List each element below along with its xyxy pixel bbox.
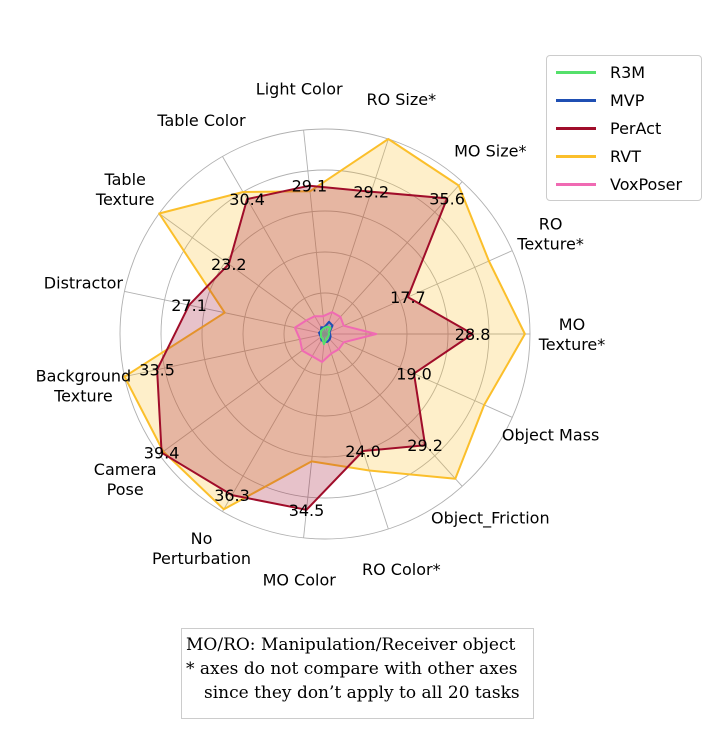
- axis-label-background-texture: Background Texture: [36, 366, 131, 405]
- footnote-line-2: * axes do not compare with other axes: [186, 659, 518, 679]
- value-label-14: 29.2: [407, 436, 443, 455]
- grid-spoke-6: [222, 156, 326, 335]
- value-label-7: 23.2: [211, 255, 247, 274]
- grid-spoke-4: [324, 138, 389, 335]
- value-label-3: 35.6: [429, 189, 465, 208]
- value-label-1: 28.8: [455, 325, 491, 344]
- axis-label-mo-size: MO Size*: [454, 141, 526, 160]
- grid-spoke-3: [324, 181, 463, 335]
- legend-swatch-voxposer: [556, 182, 596, 186]
- legend-swatch-mvp: [556, 98, 596, 102]
- legend-swatch-r3m: [556, 70, 596, 74]
- axis-label-object-mass: Object Mass: [502, 426, 599, 445]
- axis-label-mo-texture: MO Texture*: [538, 315, 606, 354]
- axis-label-table-texture: Table Texture: [95, 170, 155, 209]
- grid-spoke-11: [222, 333, 326, 512]
- grid-spoke-10: [158, 333, 326, 455]
- radar-series: [123, 138, 526, 511]
- series-voxposer-polygon: [293, 311, 378, 363]
- value-label-15: 19.0: [396, 365, 432, 384]
- value-label-11: 36.3: [214, 486, 250, 505]
- axis-label-distractor: Distractor: [44, 274, 124, 293]
- legend-label-peract: PerAct: [610, 118, 662, 138]
- grid-spoke-7: [158, 213, 326, 335]
- legend-item-rvt: RVT: [547, 142, 701, 170]
- legend-item-peract: PerAct: [547, 114, 701, 142]
- value-label-9: 33.5: [139, 361, 175, 380]
- axis-label-table-color: Table Color: [156, 111, 246, 130]
- axis-label-mo-color: MO Color: [263, 571, 337, 590]
- legend-swatch-peract: [556, 126, 596, 130]
- legend-swatch-rvt: [556, 154, 596, 158]
- legend-label-r3m: R3M: [610, 62, 646, 82]
- radar-axis-labels: MO Texture* RO Texture* MO Size* RO Size* Ligh…: [36, 79, 606, 589]
- radar-value-labels: 28.8 17.7 35.6 29.2 29.1 30.4 23.2 27.1 33.5 39.4…: [139, 177, 490, 520]
- grid-spoke-2: [324, 250, 513, 335]
- value-label-12: 34.5: [289, 501, 325, 520]
- legend-label-mvp: MVP: [610, 90, 645, 110]
- legend-item-mvp: MVP: [547, 86, 701, 114]
- legend-label-voxposer: VoxPoser: [610, 174, 683, 194]
- value-label-2: 17.7: [390, 288, 426, 307]
- value-label-6: 30.4: [229, 190, 265, 209]
- chart-footnote: MO/RO: Manipulation/Receiver object * ax…: [181, 628, 534, 719]
- value-label-10: 39.4: [144, 444, 180, 463]
- series-r3m-polygon: [319, 325, 332, 346]
- grid-spoke-5: [303, 130, 326, 335]
- grid-spoke-13: [324, 333, 389, 530]
- axis-label-light-color: Light Color: [256, 79, 343, 98]
- legend-label-rvt: RVT: [610, 146, 641, 166]
- footnote-line-3: since they don’t apply to all 20 tasks: [204, 683, 520, 703]
- axis-label-no-perturbation: No Perturbation: [152, 529, 251, 568]
- axis-label-ro-texture: RO Texture*: [516, 215, 584, 254]
- grid-spoke-14: [324, 333, 463, 487]
- axis-label-camera-pose: Camera Pose: [94, 460, 157, 499]
- series-rvt-polygon: [123, 138, 526, 511]
- legend-item-voxposer: VoxPoser: [547, 170, 701, 198]
- grid-spoke-15: [324, 333, 513, 418]
- value-label-5: 29.1: [292, 177, 328, 196]
- legend-item-r3m: R3M: [547, 58, 701, 86]
- value-label-4: 29.2: [353, 183, 389, 202]
- axis-label-object-friction: Object_Friction: [431, 509, 550, 529]
- axis-label-ro-color: RO Color*: [362, 560, 441, 579]
- value-label-13: 24.0: [345, 442, 381, 461]
- grid-spoke-12: [303, 333, 326, 538]
- axis-label-ro-size: RO Size*: [366, 90, 436, 109]
- chart-legend: R3M MVP PerAct RVT VoxPoser: [546, 55, 702, 201]
- value-label-8: 27.1: [171, 296, 207, 315]
- radar-grid: [119, 128, 531, 540]
- series-peract-polygon: [156, 184, 474, 511]
- footnote-line-1: MO/RO: Manipulation/Receiver object: [186, 635, 516, 655]
